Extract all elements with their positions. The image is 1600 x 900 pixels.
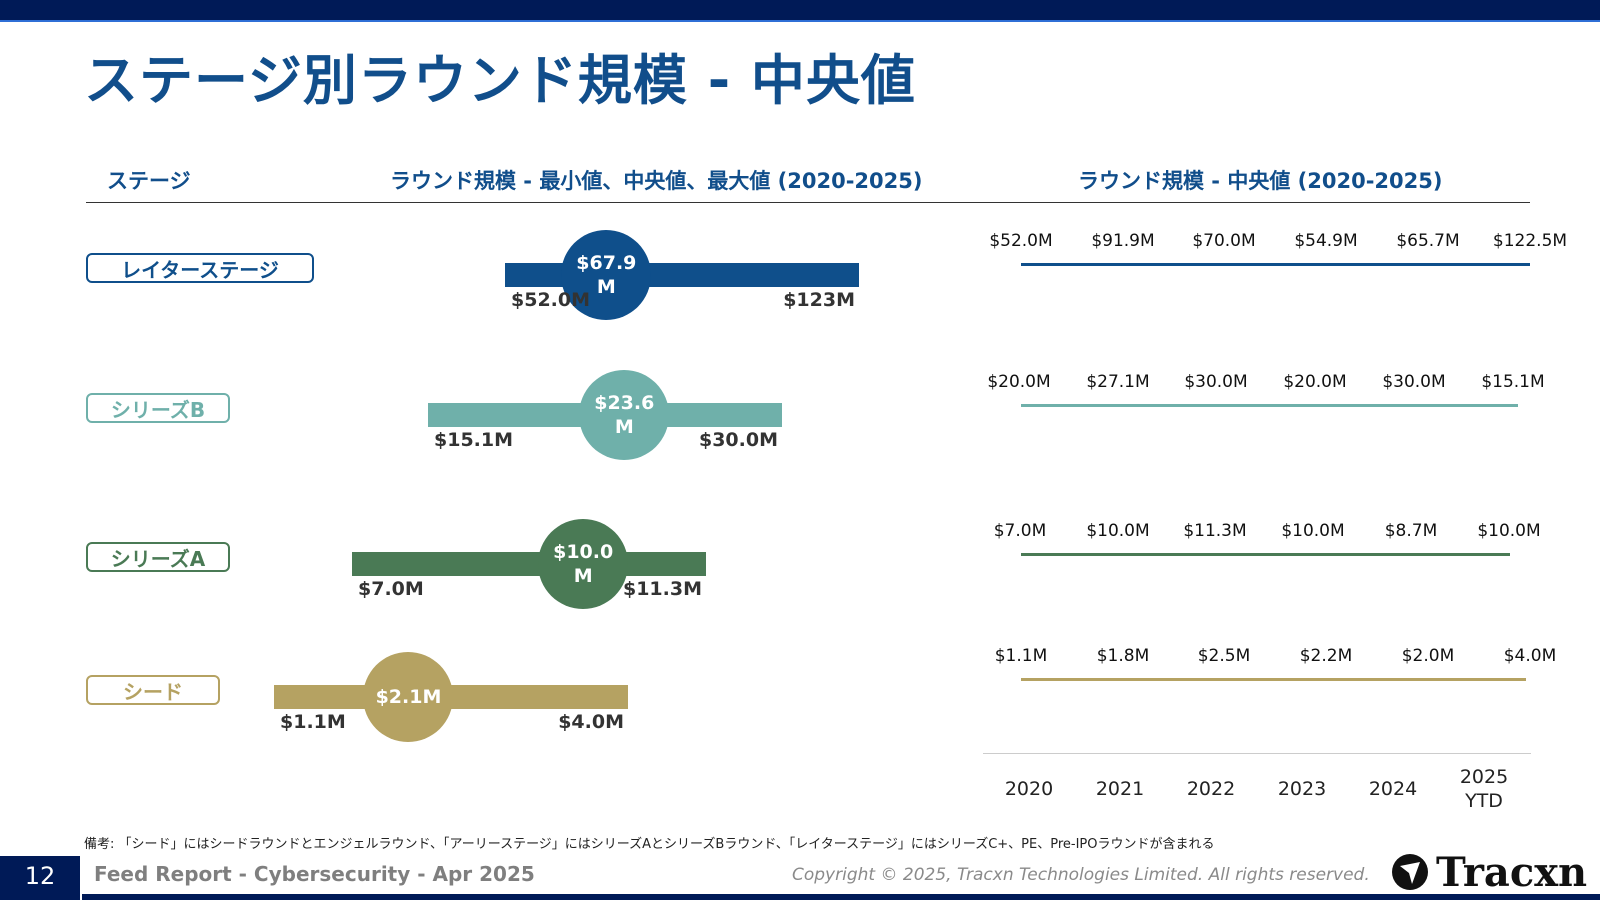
trend-axis-line	[983, 753, 1531, 754]
year-tick-label: 2025 YTD	[1459, 766, 1509, 812]
year-tick-label: 2024	[1368, 778, 1418, 800]
page-title: ステージ別ラウンド規模 - 中央値	[84, 49, 916, 112]
trend-line	[1021, 263, 1530, 266]
median-bubble: $67.9M	[561, 230, 652, 320]
max-label: $30.0M	[698, 429, 778, 451]
median-bubble: $10.0M	[538, 519, 629, 609]
stage-label: シリーズB	[86, 393, 230, 423]
page-number: 12	[0, 856, 80, 900]
logo-text: Tracxn	[1436, 848, 1588, 896]
median-bubble: $2.1M	[363, 652, 454, 742]
trend-value-label: $8.7M	[1384, 521, 1438, 541]
trend-value-label: $91.9M	[1091, 231, 1155, 251]
trend-value-label: $2.2M	[1299, 646, 1353, 666]
tracxn-logo: Tracxn	[1390, 848, 1588, 896]
trend-value-label: $7.0M	[993, 521, 1047, 541]
top-bar	[0, 0, 1600, 20]
trend-value-label: $52.0M	[989, 231, 1053, 251]
trend-value-label: $20.0M	[987, 372, 1051, 392]
copyright-text: Copyright © 2025, Tracxn Technologies Li…	[792, 865, 1370, 885]
min-label: $15.1M	[434, 429, 514, 451]
median-bubble: $23.6M	[579, 370, 670, 460]
trend-line	[1021, 553, 1510, 556]
year-tick-label: 2021	[1095, 778, 1145, 800]
stage-label: シリーズA	[86, 542, 230, 572]
trend-value-label: $2.5M	[1197, 646, 1251, 666]
year-tick-label: 2022	[1186, 778, 1236, 800]
trend-value-label: $122.5M	[1492, 231, 1568, 251]
year-tick-label: 2023	[1277, 778, 1327, 800]
trend-value-label: $65.7M	[1396, 231, 1460, 251]
header-divider	[86, 202, 1530, 203]
min-label: $1.1M	[280, 711, 346, 733]
trend-value-label: $30.0M	[1382, 372, 1446, 392]
trend-value-label: $27.1M	[1086, 372, 1150, 392]
year-tick-label: 2020	[1004, 778, 1054, 800]
max-label: $4.0M	[558, 711, 624, 733]
max-label: $11.3M	[622, 578, 702, 600]
column-header-trend: ラウンド規模 - 中央値 (2020-2025)	[1078, 169, 1443, 193]
tracxn-logo-icon	[1392, 854, 1428, 890]
trend-value-label: $10.0M	[1086, 521, 1150, 541]
range-bar	[352, 552, 706, 576]
stage-label: シード	[86, 675, 220, 705]
range-bar	[505, 263, 859, 287]
trend-value-label: $54.9M	[1294, 231, 1358, 251]
min-label: $52.0M	[511, 289, 591, 311]
report-title: Feed Report - Cybersecurity - Apr 2025	[94, 862, 535, 886]
trend-line	[1021, 404, 1518, 407]
min-label: $7.0M	[358, 578, 424, 600]
trend-value-label: $2.0M	[1401, 646, 1455, 666]
column-header-stage: ステージ	[107, 169, 191, 193]
footer-line	[82, 894, 1600, 900]
footnote: 備考: 「シード」にはシードラウンドとエンジェルラウンド、「アーリーステージ」に…	[84, 837, 1215, 852]
trend-value-label: $20.0M	[1283, 372, 1347, 392]
trend-line	[1021, 678, 1526, 681]
top-accent-line	[0, 20, 1600, 22]
trend-value-label: $10.0M	[1281, 521, 1345, 541]
trend-value-label: $10.0M	[1477, 521, 1541, 541]
trend-value-label: $15.1M	[1481, 372, 1545, 392]
max-label: $123M	[783, 289, 855, 311]
trend-value-label: $1.1M	[994, 646, 1048, 666]
trend-value-label: $30.0M	[1184, 372, 1248, 392]
trend-value-label: $4.0M	[1503, 646, 1557, 666]
trend-value-label: $70.0M	[1192, 231, 1256, 251]
trend-value-label: $11.3M	[1183, 521, 1247, 541]
trend-value-label: $1.8M	[1096, 646, 1150, 666]
stage-label: レイターステージ	[86, 253, 314, 283]
column-header-range: ラウンド規模 - 最小値、中央値、最大値 (2020-2025)	[390, 169, 923, 193]
